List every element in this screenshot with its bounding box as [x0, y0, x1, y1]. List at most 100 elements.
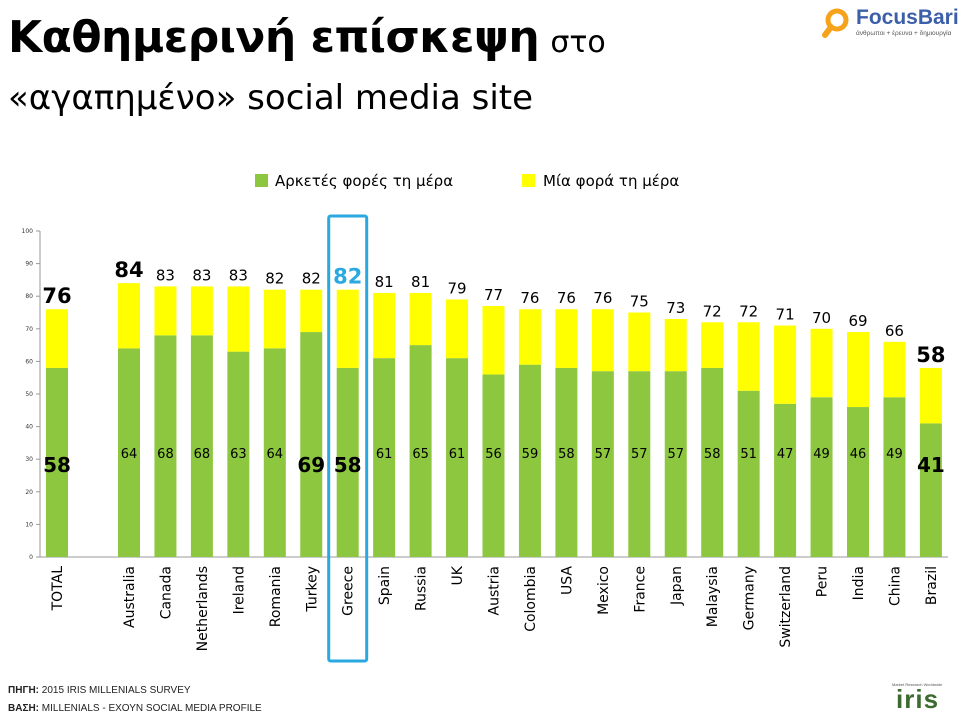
bar-segment-Japan-1 [664, 319, 687, 372]
category-label-China: China [887, 566, 903, 606]
title-small: στο [550, 25, 606, 60]
y-tick-label: 70 [25, 326, 33, 333]
legend-label-0: Αρκετές φορές τη μέρα [275, 172, 453, 190]
bar-segment-Romania-0 [263, 348, 286, 557]
category-label-Greece: Greece [341, 566, 357, 616]
category-label-UK: UK [450, 565, 466, 585]
category-label-Brazil: Brazil [924, 566, 940, 605]
total-label-France: 75 [630, 293, 649, 311]
value-label-Germany: 51 [740, 447, 757, 462]
bar-segment-Romania-1 [263, 289, 286, 349]
bar-segment-Mexico-1 [591, 309, 614, 372]
bar-segment-TOTAL-1 [46, 309, 68, 368]
bar-segment-Netherlands-0 [190, 335, 213, 557]
total-label-Canada: 83 [156, 266, 175, 284]
bar-segment-Turkey-1 [300, 289, 323, 333]
y-tick-label: 100 [22, 228, 34, 235]
bar-segment-Canada-0 [154, 335, 177, 557]
bar-segment-Malaysia-0 [701, 367, 724, 557]
bar-segment-Austria-1 [482, 305, 505, 375]
value-label-Colombia: 59 [522, 447, 539, 462]
total-label-Germany: 72 [739, 302, 758, 320]
value-label-Turkey: 69 [297, 453, 325, 477]
y-tick-label: 20 [25, 489, 33, 496]
bar-segment-Switzerland-0 [774, 403, 797, 557]
bar-segment-Switzerland-1 [774, 325, 797, 404]
total-label-Brazil: 58 [916, 343, 945, 367]
footer-base: ΒΑΣΗ: MILLENIALS - ΕΧΟΥΝ SOCIAL MEDIA PR… [8, 703, 262, 714]
bar-segment-Brazil-1 [919, 367, 942, 424]
total-label-India: 69 [848, 312, 867, 330]
category-label-Malaysia: Malaysia [705, 566, 721, 627]
total-label-Netherlands: 83 [192, 266, 211, 284]
y-tick-label: 10 [25, 521, 33, 528]
value-label-Austria: 56 [485, 447, 502, 462]
category-label-Russia: Russia [414, 566, 430, 611]
iris-name: iris [896, 684, 940, 714]
logo-name: FocusBari [856, 6, 959, 29]
bar-segment-Spain-1 [373, 292, 396, 359]
page-title: Καθημερινή επίσκεψη στο [8, 12, 606, 63]
magnifier-icon [822, 8, 849, 38]
iris-tagline: Market Research Worldwide [892, 682, 943, 687]
bar-segment-Malaysia-1 [701, 322, 724, 368]
bar-segment-Turkey-0 [300, 332, 323, 557]
bar-segment-USA-0 [555, 367, 578, 557]
highlight-box [327, 214, 369, 663]
total-label-Mexico: 76 [593, 289, 612, 307]
bar-segment-China-0 [883, 397, 906, 557]
total-label-Romania: 82 [265, 270, 284, 288]
category-label-India: India [851, 566, 867, 600]
bar-segment-India-0 [847, 407, 869, 557]
value-label-Malaysia: 58 [704, 447, 721, 462]
category-label-TOTAL: TOTAL [50, 566, 66, 612]
bar-segment-France-1 [628, 312, 651, 372]
footer-source: ΠΗΓΗ: 2015 IRIS MILLENIALS SURVEY [8, 685, 191, 696]
base-value: MILLENIALS - ΕΧΟΥΝ SOCIAL MEDIA PROFILE [41, 703, 262, 714]
bar-segment-Colombia-1 [518, 309, 541, 365]
total-label-Malaysia: 72 [703, 302, 722, 320]
value-label-Peru: 49 [813, 447, 830, 462]
bar-segment-UK-1 [446, 299, 469, 359]
bar-segment-Ireland-1 [227, 286, 250, 352]
bar-segment-Japan-0 [664, 371, 687, 557]
category-label-Switzerland: Switzerland [778, 566, 794, 648]
total-label-Peru: 70 [812, 309, 831, 327]
total-label-Greece: 82 [333, 265, 362, 289]
legend-swatch-1 [522, 174, 535, 187]
bar-segment-Peru-0 [810, 397, 833, 557]
value-label-Spain: 61 [376, 447, 393, 462]
focusbari-logo: FocusBari άνθρωποι + έρευνα + δημιουργία [822, 4, 959, 44]
category-label-Netherlands: Netherlands [195, 566, 211, 651]
bar-segment-India-1 [847, 332, 869, 408]
total-label-China: 66 [885, 322, 904, 340]
bar-segment-Greece-1 [336, 289, 359, 368]
y-tick-label: 50 [25, 391, 33, 398]
y-tick-label: 90 [25, 261, 33, 268]
category-label-Spain: Spain [377, 566, 393, 605]
total-label-Colombia: 76 [520, 289, 539, 307]
y-tick-label: 30 [25, 456, 33, 463]
logo-tagline: άνθρωποι + έρευνα + δημιουργία [856, 30, 952, 37]
category-label-Colombia: Colombia [523, 566, 539, 632]
category-label-Ireland: Ireland [231, 566, 247, 614]
y-tick-label: 0 [29, 554, 33, 561]
bar-segment-Spain-0 [373, 358, 396, 557]
value-label-Japan: 57 [667, 447, 684, 462]
value-label-UK: 61 [449, 447, 466, 462]
total-label-UK: 79 [448, 279, 467, 297]
value-label-Switzerland: 47 [777, 447, 794, 462]
y-tick-label: 60 [25, 358, 33, 365]
bar-segment-Brazil-0 [919, 423, 942, 557]
category-label-Romania: Romania [268, 566, 284, 627]
value-label-Ireland: 63 [230, 447, 247, 462]
bar-segment-USA-1 [555, 309, 578, 368]
total-label-Russia: 81 [411, 273, 430, 291]
value-label-Netherlands: 68 [194, 447, 211, 462]
bar-segment-Peru-1 [810, 328, 833, 398]
value-label-India: 46 [850, 447, 867, 462]
value-label-China: 49 [886, 447, 903, 462]
bar-segment-UK-0 [446, 358, 469, 557]
category-label-USA: USA [559, 566, 575, 595]
